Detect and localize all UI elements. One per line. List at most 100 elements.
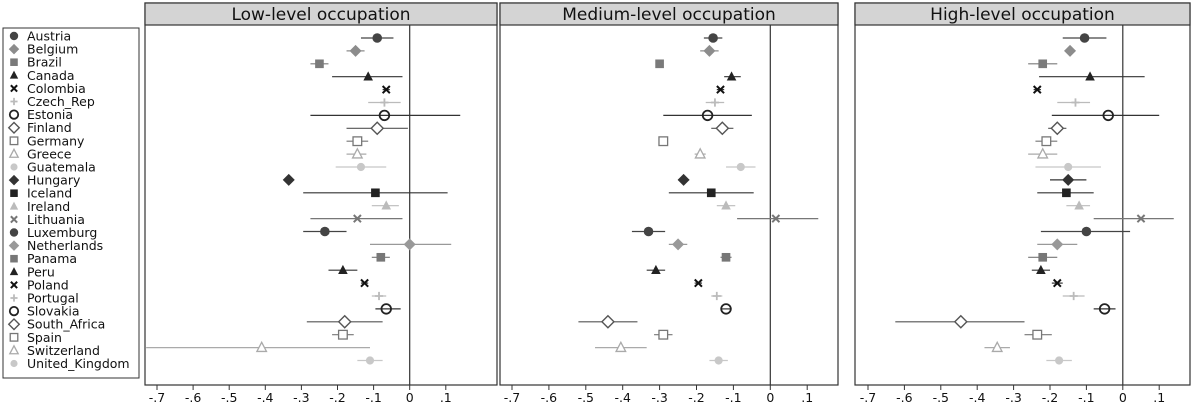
- legend-label-greece: Greece: [27, 146, 72, 161]
- chart-panels: Low-level occupation -.7 -.6 -.5 -.4 -.3 -.2 -.…: [144, 2, 1191, 405]
- panel-3-point-canada: [1085, 71, 1095, 81]
- legend-marker-hungary: [8, 174, 20, 186]
- panel-2-title: Medium-level occupation: [562, 5, 776, 25]
- panel-1-tick-label: 0: [406, 390, 414, 405]
- legend-label-hungary: Hungary: [27, 173, 81, 188]
- panel-1-point-czech-rep: [380, 98, 389, 107]
- panel-3-frame: [854, 2, 1191, 386]
- legend-marker-lithuania: [10, 215, 18, 224]
- legend-item-portugal: Portugal: [10, 291, 79, 306]
- legend-item-guatemala: Guatemala: [10, 160, 96, 175]
- legend-item-netherlands: Netherlands: [8, 238, 103, 253]
- panel-3-point-greece: [1036, 147, 1049, 159]
- panel-2-point-slovakia: [720, 303, 732, 315]
- legend-item-brazil: Brazil: [10, 55, 62, 70]
- panel-1-tick-label: -.7: [149, 390, 165, 405]
- panel-1: Low-level occupation -.7 -.6 -.5 -.4 -.3 -.2 -.…: [144, 2, 498, 405]
- panel-1-tick-label: .1: [440, 390, 452, 405]
- legend-item-united-kingdom: United_Kingdom: [10, 356, 130, 371]
- panel-2-tick-label: -.5: [578, 390, 594, 405]
- panel-3-point-czech-rep: [1071, 98, 1080, 107]
- legend-label-peru: Peru: [27, 264, 55, 279]
- legend-label-panama: Panama: [27, 251, 77, 266]
- panel-2-point-peru: [651, 264, 661, 275]
- legend-label-netherlands: Netherlands: [27, 238, 103, 253]
- panel-3-title: High-level occupation: [930, 5, 1115, 25]
- panel-2-point-ireland: [721, 200, 731, 210]
- panel-1-point-luxemburg: [320, 226, 330, 237]
- panel-2-point-germany: [658, 136, 669, 147]
- panel-2-point-canada: [726, 71, 737, 81]
- legend-item-finland: Finland: [7, 120, 72, 135]
- panel-3-point-united-kingdom: [1055, 356, 1064, 365]
- panel-1-point-south-africa: [337, 314, 352, 329]
- panel-3-title-strip: [854, 2, 1191, 26]
- panel-1-point-canada: [363, 71, 373, 81]
- legend-item-greece: Greece: [8, 146, 72, 161]
- legend-item-canada: Canada: [9, 68, 75, 83]
- panel-2-point-guatemala: [736, 162, 745, 172]
- legend-label-lithuania: Lithuania: [27, 212, 85, 227]
- panel-1-tick-label: -.4: [257, 390, 273, 405]
- panel-1-point-slovakia: [380, 303, 392, 315]
- legend-item-belgium: Belgium: [8, 42, 78, 57]
- panel-3-point-peru: [1036, 264, 1046, 275]
- legend-label-luxemburg: Luxemburg: [27, 225, 97, 240]
- legend-label-south-africa: South_Africa: [27, 317, 105, 332]
- panel-1-tick-label: -.1: [365, 390, 381, 405]
- legend-marker-netherlands: [8, 240, 20, 251]
- panel-1-point-brazil: [315, 59, 324, 69]
- panel-3-point-panama: [1038, 252, 1048, 262]
- panel-3-tick-label: 0: [1119, 390, 1127, 405]
- panel-2-title-strip: [499, 2, 839, 26]
- panel-1-point-portugal: [374, 291, 384, 301]
- panel-3: High-level occupation -.7 -.6 -.5 -.4 -.3 -.2 -…: [854, 2, 1191, 405]
- legend-marker-brazil: [10, 58, 18, 66]
- panel-3-point-portugal: [1069, 291, 1078, 301]
- panel-2-point-hungary: [677, 173, 690, 186]
- panel-2-point-iceland: [706, 188, 716, 198]
- legend-marker-united-kingdom: [10, 359, 18, 368]
- legend-marker-panama: [10, 254, 18, 263]
- legend-marker-switzerland: [8, 344, 20, 355]
- legend-label-switzerland: Switzerland: [27, 343, 100, 358]
- legend-label-colombia: Colombia: [27, 81, 86, 96]
- legend-item-colombia: Colombia: [10, 81, 86, 96]
- legend-marker-germany: [9, 136, 19, 146]
- panel-2-point-poland: [694, 278, 703, 288]
- panel-1-tick-label: -.3: [293, 390, 309, 405]
- panel-3-point-colombia: [1032, 85, 1042, 94]
- panel-3-point-netherlands: [1051, 238, 1064, 251]
- legend-label-canada: Canada: [27, 68, 75, 83]
- panel-1-point-switzerland: [255, 340, 268, 353]
- panel-1-point-united-kingdom: [365, 356, 375, 365]
- legend: AustriaBelgiumBrazilCanadaColombiaCzech_…: [2, 27, 140, 379]
- panel-3-point-austria: [1079, 33, 1090, 43]
- legend-marker-peru: [9, 267, 19, 276]
- legend-marker-finland: [7, 121, 21, 134]
- panel-3-point-spain: [1032, 329, 1043, 340]
- panel-3-point-estonia: [1102, 109, 1114, 122]
- legend-marker-canada: [9, 70, 19, 79]
- panel-2-point-panama: [721, 252, 731, 262]
- panel-1-point-poland: [360, 278, 369, 288]
- panel-2-point-greece: [694, 147, 707, 159]
- panel-3-tick-label: -.1: [1078, 390, 1094, 405]
- panel-1-point-hungary: [282, 173, 295, 186]
- panel-1-point-germany: [352, 136, 363, 147]
- legend-item-poland: Poland: [10, 277, 69, 292]
- panel-3-point-belgium: [1064, 44, 1077, 57]
- legend-item-germany: Germany: [9, 133, 85, 148]
- panel-2-tick-label: -.1: [725, 390, 741, 405]
- legend-marker-spain: [9, 332, 19, 342]
- panel-1-tick-label: -.5: [221, 390, 237, 405]
- legend-item-hungary: Hungary: [8, 173, 81, 188]
- panel-2-tick-label: .1: [801, 390, 813, 405]
- panel-3-point-luxemburg: [1081, 226, 1092, 237]
- legend-label-portugal: Portugal: [27, 291, 79, 306]
- panel-3-point-germany: [1041, 136, 1052, 147]
- panel-3-point-slovakia: [1098, 303, 1111, 315]
- panel-1-point-belgium: [349, 44, 362, 57]
- panel-1-point-lithuania: [353, 214, 362, 223]
- panel-1-point-austria: [372, 33, 383, 43]
